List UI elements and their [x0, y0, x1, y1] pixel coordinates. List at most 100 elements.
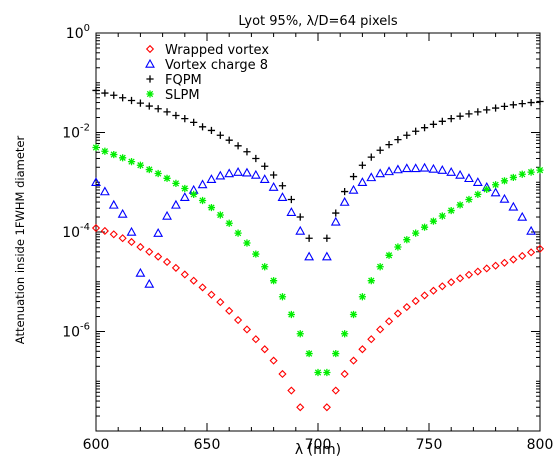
data-point: [412, 229, 420, 237]
data-point: [118, 234, 127, 243]
y-tick-label: 10-2: [62, 123, 90, 142]
data-point: [375, 168, 386, 178]
data-point: [376, 146, 384, 154]
data-point: [367, 277, 375, 285]
data-point: [136, 161, 144, 169]
data-point: [376, 325, 385, 334]
data-point: [198, 283, 207, 292]
data-point: [447, 115, 455, 123]
data-point: [170, 199, 181, 209]
data-point: [526, 225, 537, 235]
data-point: [99, 186, 110, 196]
data-point: [367, 335, 376, 344]
data-point: [144, 278, 155, 288]
data-point: [403, 131, 411, 139]
data-point: [472, 177, 483, 186]
data-point: [259, 174, 270, 183]
data-point: [108, 199, 119, 209]
data-point: [394, 243, 402, 251]
data-markers: [91, 86, 545, 412]
data-point: [261, 263, 269, 271]
data-point: [286, 207, 297, 216]
data-point: [518, 170, 526, 178]
data-point: [500, 258, 509, 267]
data-point: [179, 192, 190, 201]
data-point: [127, 158, 136, 166]
chart-title: Lyot 95%, λ/D=64 pixels: [238, 14, 398, 29]
data-point: [438, 117, 446, 125]
data-point: [456, 274, 465, 283]
y-axis-label: Attenuation inside 1FWHM diameter: [13, 136, 27, 345]
data-point: [189, 276, 198, 285]
data-point: [260, 345, 269, 354]
data-point: [499, 193, 510, 203]
y-tick-label: 10-6: [62, 322, 90, 341]
data-point: [429, 120, 438, 128]
data-point: [465, 110, 473, 118]
data-point: [153, 227, 164, 237]
y-tick-label-base: 10: [62, 225, 80, 241]
data-point: [527, 98, 535, 107]
data-point: [101, 147, 109, 155]
data-point: [385, 251, 393, 259]
data-point: [197, 179, 208, 189]
data-point: [252, 154, 260, 163]
data-point: [420, 124, 429, 132]
data-point: [287, 195, 295, 204]
data-point: [287, 386, 296, 395]
data-point: [243, 239, 251, 247]
legend-marker: [146, 90, 154, 98]
data-point: [154, 169, 162, 178]
legend-label: SLPM: [165, 88, 200, 103]
data-point: [536, 97, 544, 106]
data-point: [411, 296, 420, 306]
data-point: [305, 349, 313, 358]
data-point: [456, 201, 464, 209]
data-point: [225, 219, 233, 227]
data-point: [456, 112, 464, 120]
data-point: [198, 123, 207, 131]
data-point: [180, 270, 189, 279]
data-point: [410, 163, 421, 173]
legend-label: Wrapped vortex: [165, 43, 269, 58]
data-point: [92, 143, 100, 152]
data-point: [250, 169, 261, 179]
data-point: [455, 169, 466, 179]
data-point: [92, 86, 100, 95]
data-point: [349, 172, 358, 181]
data-point: [483, 185, 491, 193]
data-point: [268, 181, 279, 191]
data-point: [101, 89, 109, 97]
data-point: [119, 154, 127, 162]
y-tick-label-exponent: -2: [80, 123, 90, 134]
data-point: [154, 252, 163, 261]
legend-label: FQPM: [165, 73, 202, 88]
data-point: [127, 96, 136, 105]
data-point: [206, 174, 217, 183]
data-point: [509, 255, 518, 264]
data-point: [348, 184, 359, 194]
data-point: [509, 173, 517, 182]
data-point: [492, 104, 500, 112]
data-point: [464, 270, 474, 279]
data-point: [358, 345, 367, 354]
data-point: [224, 168, 235, 178]
data-point: [402, 302, 411, 312]
data-point: [110, 150, 118, 159]
data-point: [110, 91, 118, 99]
data-point: [367, 153, 375, 161]
data-point: [296, 213, 304, 221]
data-point: [332, 349, 340, 358]
data-point: [270, 277, 278, 285]
data-point: [340, 369, 349, 379]
data-point: [474, 190, 482, 198]
data-point: [349, 356, 358, 365]
data-point: [508, 201, 519, 211]
data-point: [420, 291, 429, 300]
data-point: [358, 161, 366, 169]
data-point: [145, 247, 154, 256]
data-point: [269, 356, 278, 365]
data-point: [366, 172, 377, 182]
